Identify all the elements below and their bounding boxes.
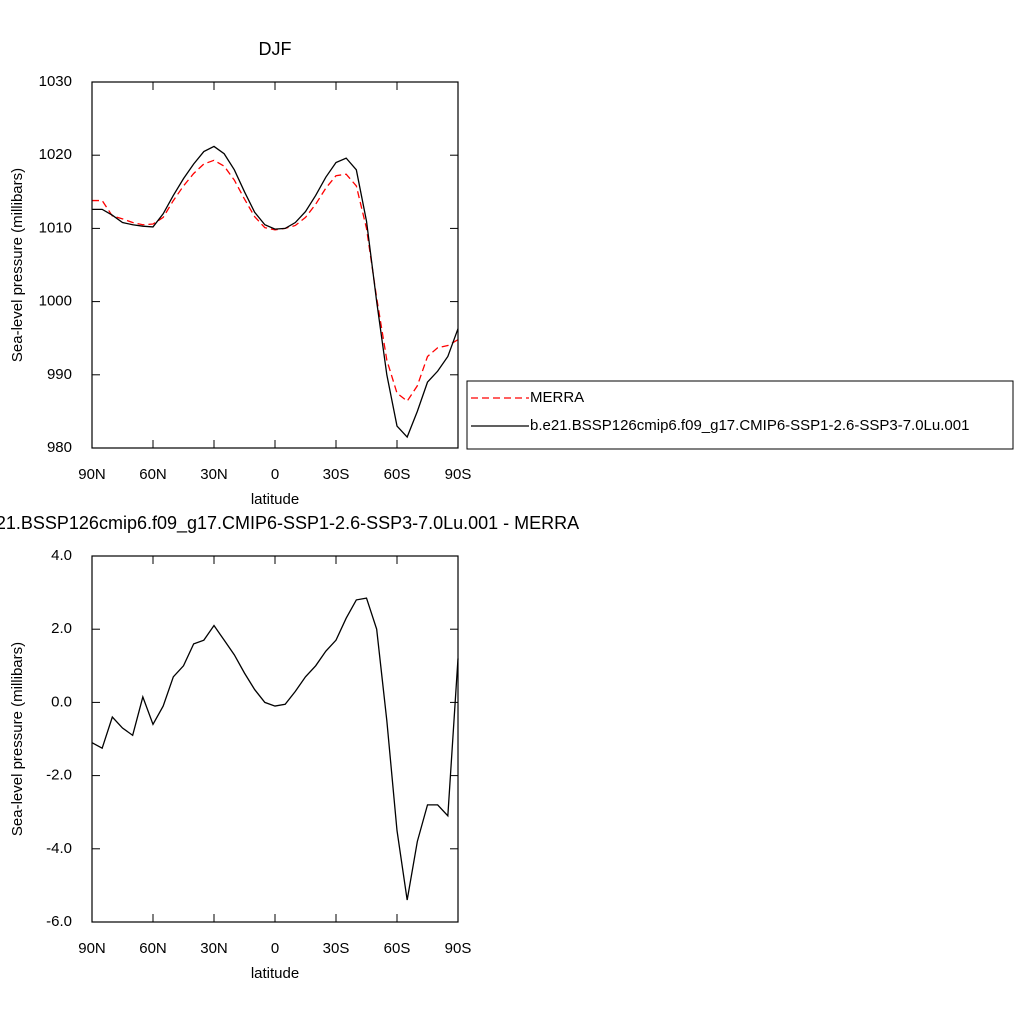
- legend-label: MERRA: [530, 389, 584, 406]
- y-axis-label: Sea-level pressure (millibars): [9, 168, 26, 362]
- data-line: [92, 145, 459, 439]
- y-tick-label: 1020: [39, 146, 72, 163]
- y-tick-label: 980: [47, 439, 72, 456]
- y-tick-label: -4.0: [46, 840, 72, 857]
- y-tick-label: 0.0: [51, 693, 72, 710]
- x-tick-label: 0: [271, 466, 279, 483]
- y-tick-label: -2.0: [46, 767, 72, 784]
- x-axis-label: latitude: [251, 491, 299, 508]
- x-tick-label: 60S: [384, 466, 411, 483]
- x-tick-label: 60N: [139, 940, 167, 957]
- x-tick-label: 30S: [323, 466, 350, 483]
- legend-label: b.e21.BSSP126cmip6.f09_g17.CMIP6-SSP1-2.…: [530, 417, 969, 434]
- x-tick-label: 90N: [78, 940, 106, 957]
- x-tick-label: 30N: [200, 940, 228, 957]
- data-line: [91, 597, 459, 901]
- x-tick-label: 90S: [445, 466, 472, 483]
- y-tick-label: 1000: [39, 293, 72, 310]
- x-tick-label: 90N: [78, 466, 106, 483]
- x-tick-label: 90S: [445, 940, 472, 957]
- y-tick-label: 2.0: [51, 620, 72, 637]
- x-tick-label: 60S: [384, 940, 411, 957]
- y-tick-label: 1010: [39, 219, 72, 236]
- y-axis-label: Sea-level pressure (millibars): [9, 642, 26, 836]
- x-tick-label: 30S: [323, 940, 350, 957]
- x-tick-label: 60N: [139, 466, 167, 483]
- y-tick-label: -6.0: [46, 913, 72, 930]
- legend: MERRA b.e21.BSSP126cmip6.f09_g17.CMIP6-SS…: [466, 380, 1014, 450]
- chart-title: DJF: [259, 39, 292, 59]
- x-tick-label: 30N: [200, 466, 228, 483]
- y-tick-label: 1030: [39, 73, 72, 90]
- x-axis-label: latitude: [251, 965, 299, 982]
- plot-frame: [91, 81, 459, 449]
- legend-box: [466, 380, 1014, 450]
- y-tick-label: 4.0: [51, 547, 72, 564]
- x-tick-label: 0: [271, 940, 279, 957]
- y-tick-label: 990: [47, 366, 72, 383]
- chart: b.e21.BSSP126cmip6.f09_g17.CMIP6-SSP1-2.…: [0, 513, 579, 982]
- chart-title: b.e21.BSSP126cmip6.f09_g17.CMIP6-SSP1-2.…: [0, 513, 579, 534]
- plot-frame: [91, 555, 459, 923]
- chart: DJF latitude Sea-level pressure (millibars…: [9, 39, 1014, 508]
- data-line: [92, 159, 459, 403]
